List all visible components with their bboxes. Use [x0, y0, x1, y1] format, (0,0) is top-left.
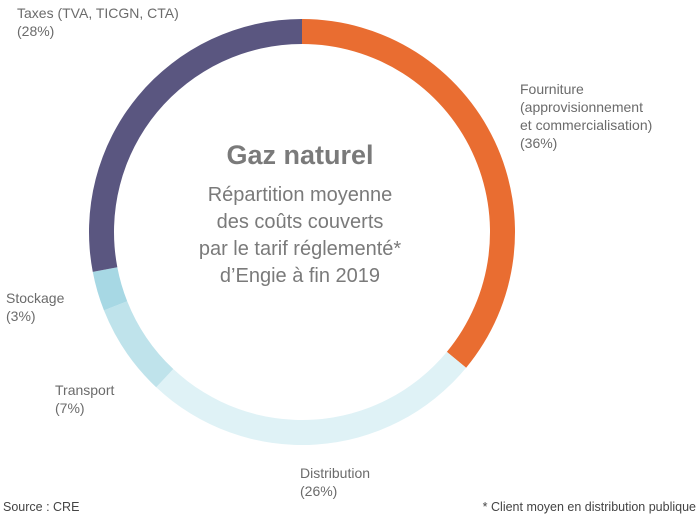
label-value: (3%): [6, 308, 36, 324]
footnote: * Client moyen en distribution publique: [482, 500, 696, 514]
label-text: (approvisionnement: [520, 99, 643, 115]
label-value: (26%): [300, 483, 338, 499]
label-text: et commercialisation): [520, 117, 653, 133]
slice-transport: [103, 301, 174, 388]
chart-subtitle: Répartition moyenne des coûts couverts p…: [150, 182, 450, 290]
label-text: Transport: [55, 382, 115, 398]
subtitle-line: des coûts couverts: [216, 211, 384, 233]
label-distribution: Distribution (26%): [300, 464, 370, 500]
label-text: Stockage: [6, 290, 65, 306]
subtitle-line: d’Engie à fin 2019: [219, 265, 381, 287]
slice-fourniture: [302, 19, 515, 368]
slice-taxes: [88, 19, 302, 272]
slice-stockage: [92, 267, 128, 311]
label-taxes: Taxes (TVA, TICGN, CTA) (28%): [17, 4, 179, 40]
label-transport: Transport (7%): [55, 381, 114, 417]
label-text: Distribution: [300, 465, 371, 481]
label-fourniture: Fourniture (approvisionnement et commerc…: [520, 80, 652, 152]
label-text: Fourniture: [520, 81, 584, 97]
label-value: (36%): [520, 135, 558, 151]
source-note: Source : CRE: [3, 500, 80, 514]
donut-slices: [88, 19, 515, 446]
label-value: (28%): [17, 23, 55, 39]
label-text: Taxes (TVA, TICGN, CTA): [17, 5, 179, 21]
chart-title: Gaz naturel: [226, 140, 374, 170]
label-value: (7%): [55, 400, 85, 416]
subtitle-line: Répartition moyenne: [207, 184, 393, 206]
slice-distribution: [156, 351, 467, 446]
label-stockage: Stockage (3%): [6, 289, 64, 325]
subtitle-line: par le tarif réglementé*: [198, 238, 402, 260]
